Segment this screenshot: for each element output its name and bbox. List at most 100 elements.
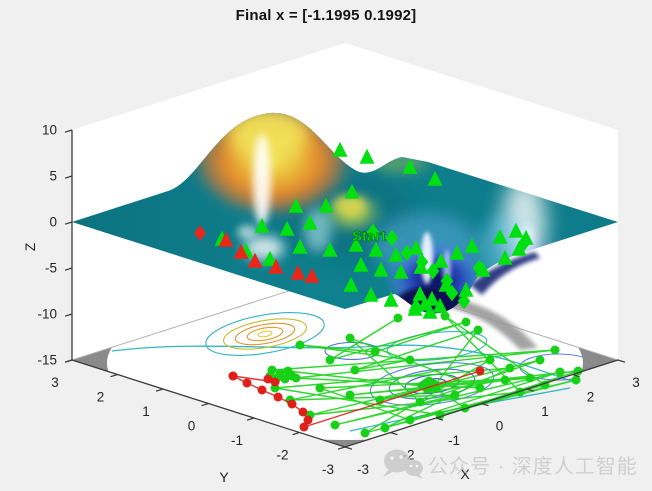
diamond-marker xyxy=(426,262,440,280)
dot-marker xyxy=(380,423,390,433)
dot-marker xyxy=(405,355,415,365)
z-tick xyxy=(64,267,73,271)
diamond-marker xyxy=(194,225,206,241)
triangle-marker xyxy=(407,300,423,316)
dot-marker xyxy=(415,397,425,407)
z-tick xyxy=(64,175,73,179)
triangle-marker xyxy=(492,228,508,244)
z-tick xyxy=(64,129,73,133)
y-tick xyxy=(292,431,300,436)
floor-trajectory-red xyxy=(228,366,485,432)
surface-swarm-red-diamonds xyxy=(194,225,206,241)
start-annotation: Start xyxy=(352,228,386,245)
triangle-marker xyxy=(218,231,234,247)
triangle-marker xyxy=(464,237,480,253)
x-tick xyxy=(572,373,580,378)
glow xyxy=(237,225,257,239)
triangle-marker xyxy=(383,291,399,307)
cyan-glow xyxy=(304,208,332,252)
dot-marker xyxy=(393,313,403,323)
diamond-marker xyxy=(415,253,429,271)
triangle-marker xyxy=(424,290,440,306)
wechat-icon xyxy=(383,449,423,479)
triangle-marker xyxy=(363,286,379,302)
floor-trajectories xyxy=(228,311,583,438)
dot-marker xyxy=(360,428,370,438)
y-tick xyxy=(337,446,346,450)
dot-marker xyxy=(345,333,355,343)
triangle-marker xyxy=(359,148,375,164)
y-tick-label: 2 xyxy=(97,390,105,405)
peak-contours xyxy=(205,312,325,356)
surface-underside-rim xyxy=(470,252,540,295)
x-tick xyxy=(344,446,353,450)
triangle-marker xyxy=(288,197,304,213)
diamond-marker xyxy=(472,259,486,277)
y-tick xyxy=(64,359,73,363)
z-tick-label: 0 xyxy=(49,215,57,230)
peak-specular xyxy=(253,134,271,226)
triangle-marker xyxy=(368,241,384,257)
triangle-marker xyxy=(432,297,448,313)
x-tick xyxy=(526,388,535,392)
dot-marker xyxy=(298,407,308,417)
dot-marker xyxy=(273,392,283,402)
dot-marker xyxy=(299,422,309,432)
y-tick xyxy=(110,373,118,378)
triangle-marker xyxy=(449,244,465,260)
triangle-marker xyxy=(408,239,424,255)
dot-marker xyxy=(270,377,280,387)
triangle-marker xyxy=(268,258,284,274)
x-tick-label: 1 xyxy=(541,404,549,419)
dot-marker xyxy=(461,317,471,327)
floor-trajectory-green-line xyxy=(271,315,579,434)
x-tick-label: -3 xyxy=(357,462,369,477)
triangle-marker xyxy=(508,222,524,238)
dot-marker xyxy=(350,365,360,375)
x-tick-label: 0 xyxy=(496,419,504,434)
triangle-marker xyxy=(412,285,428,301)
dot-marker xyxy=(295,340,305,350)
dot-marker xyxy=(325,355,335,365)
y-tick-label: 1 xyxy=(142,404,150,419)
dot-marker xyxy=(555,367,565,377)
x-tick-label: 3 xyxy=(632,375,640,390)
dot-marker xyxy=(345,390,355,400)
triangle-marker xyxy=(254,217,270,233)
peak-base-glow xyxy=(244,236,284,260)
y-tick xyxy=(155,388,164,392)
dot-marker xyxy=(303,415,313,425)
triangle-marker xyxy=(511,240,527,256)
watermark-text: 公众号 · 深度人工智能 xyxy=(428,455,638,478)
triangle-marker xyxy=(322,241,338,257)
y-tick-label: -1 xyxy=(231,433,243,448)
dot-marker xyxy=(505,363,515,373)
triangle-marker xyxy=(302,214,318,230)
dot-marker xyxy=(257,385,267,395)
watermark: 公众号 · 深度人工智能 xyxy=(383,449,638,479)
y-tick-label: 0 xyxy=(188,419,196,434)
dot-marker xyxy=(475,366,485,376)
dot-marker xyxy=(485,355,495,365)
dot-marker xyxy=(263,374,273,384)
dot-marker xyxy=(535,355,545,365)
bump-top xyxy=(334,196,366,214)
dot-marker xyxy=(475,383,485,393)
y-tick xyxy=(201,402,209,407)
x-tick xyxy=(390,431,398,436)
triangle-marker xyxy=(458,281,474,297)
triangle-marker xyxy=(304,267,320,283)
dot-marker xyxy=(460,403,470,413)
x-axis-label: X xyxy=(460,466,470,482)
triangle-marker xyxy=(427,170,443,186)
diamond-marker xyxy=(457,292,471,310)
diamond-marker xyxy=(440,272,454,290)
triangle-marker xyxy=(344,183,360,199)
triangle-marker xyxy=(318,197,334,213)
dot-marker xyxy=(550,345,560,355)
dot-marker xyxy=(500,375,510,385)
x-tick xyxy=(481,402,489,407)
